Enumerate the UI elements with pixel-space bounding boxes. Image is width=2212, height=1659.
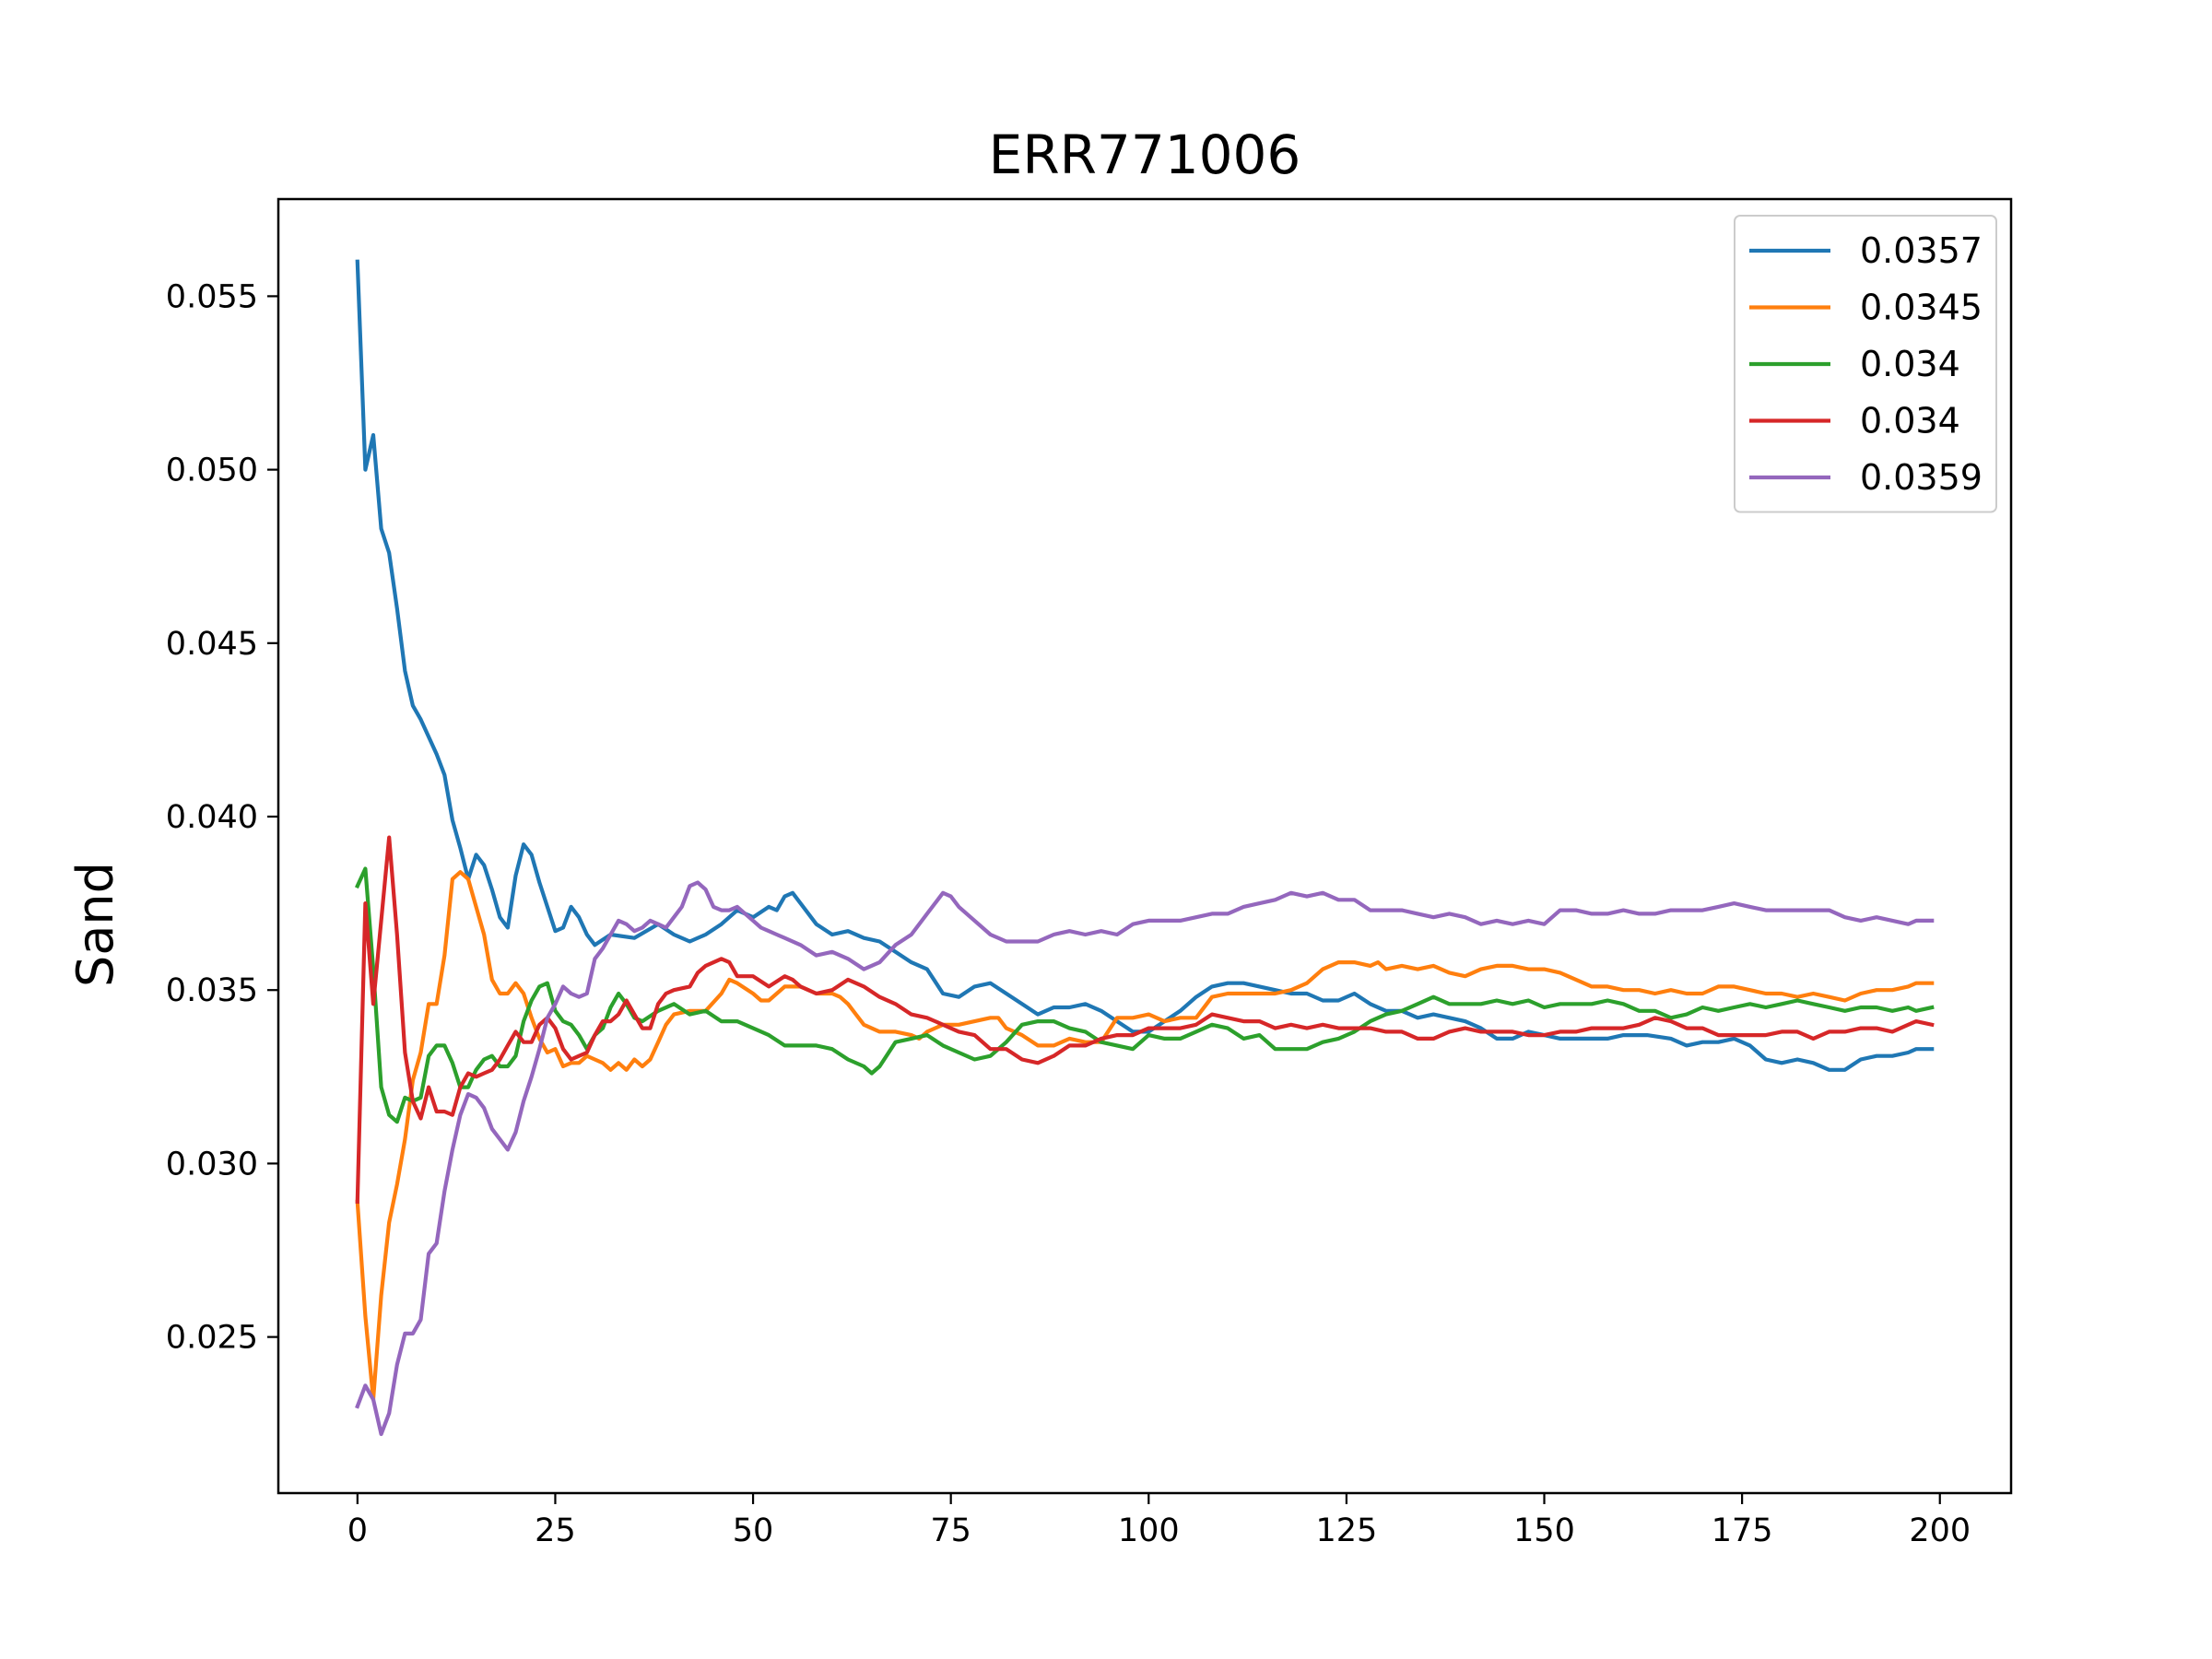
y-axis-label: Sand: [66, 862, 124, 987]
legend-label-1: 0.0357: [1860, 230, 1983, 271]
x-tick-label: 175: [1712, 1512, 1773, 1549]
x-tick-label: 75: [930, 1512, 971, 1549]
y-tick-label: 0.035: [166, 972, 258, 1009]
y-tick-label: 0.025: [166, 1320, 258, 1357]
x-tick-label: 25: [535, 1512, 576, 1549]
x-tick-label: 150: [1513, 1512, 1575, 1549]
y-tick-label: 0.055: [166, 278, 258, 315]
legend-label-5: 0.0359: [1860, 457, 1983, 498]
y-tick-label: 0.030: [166, 1146, 258, 1182]
x-tick-label: 200: [1909, 1512, 1971, 1549]
legend-label-4: 0.034: [1860, 401, 1960, 441]
x-tick-label: 125: [1315, 1512, 1377, 1549]
series-line-4: [355, 835, 1935, 1204]
chart-title: ERR771006: [989, 124, 1301, 186]
series-line-2: [355, 870, 1935, 1402]
legend: 0.0357 0.0345 0.034 0.034 0.0359: [1734, 215, 1997, 513]
axis-ticks: 0 25 50 75 100 125 150 175 200 0.025 0.030 0.035 0.0…: [166, 278, 1971, 1549]
x-tick-label: 100: [1118, 1512, 1180, 1549]
series-line-1: [355, 259, 1935, 1072]
series-line-5: [355, 880, 1935, 1437]
legend-label-3: 0.034: [1860, 344, 1960, 384]
axes-frame: [276, 197, 2013, 1495]
x-tick-label: 0: [347, 1512, 368, 1549]
y-tick-label: 0.050: [166, 453, 258, 489]
y-tick-label: 0.040: [166, 799, 258, 836]
legend-label-2: 0.0345: [1860, 288, 1983, 328]
y-tick-label: 0.045: [166, 626, 258, 663]
legend-box: [1734, 215, 1997, 513]
x-tick-label: 50: [733, 1512, 774, 1549]
plot-area: [355, 259, 1935, 1437]
